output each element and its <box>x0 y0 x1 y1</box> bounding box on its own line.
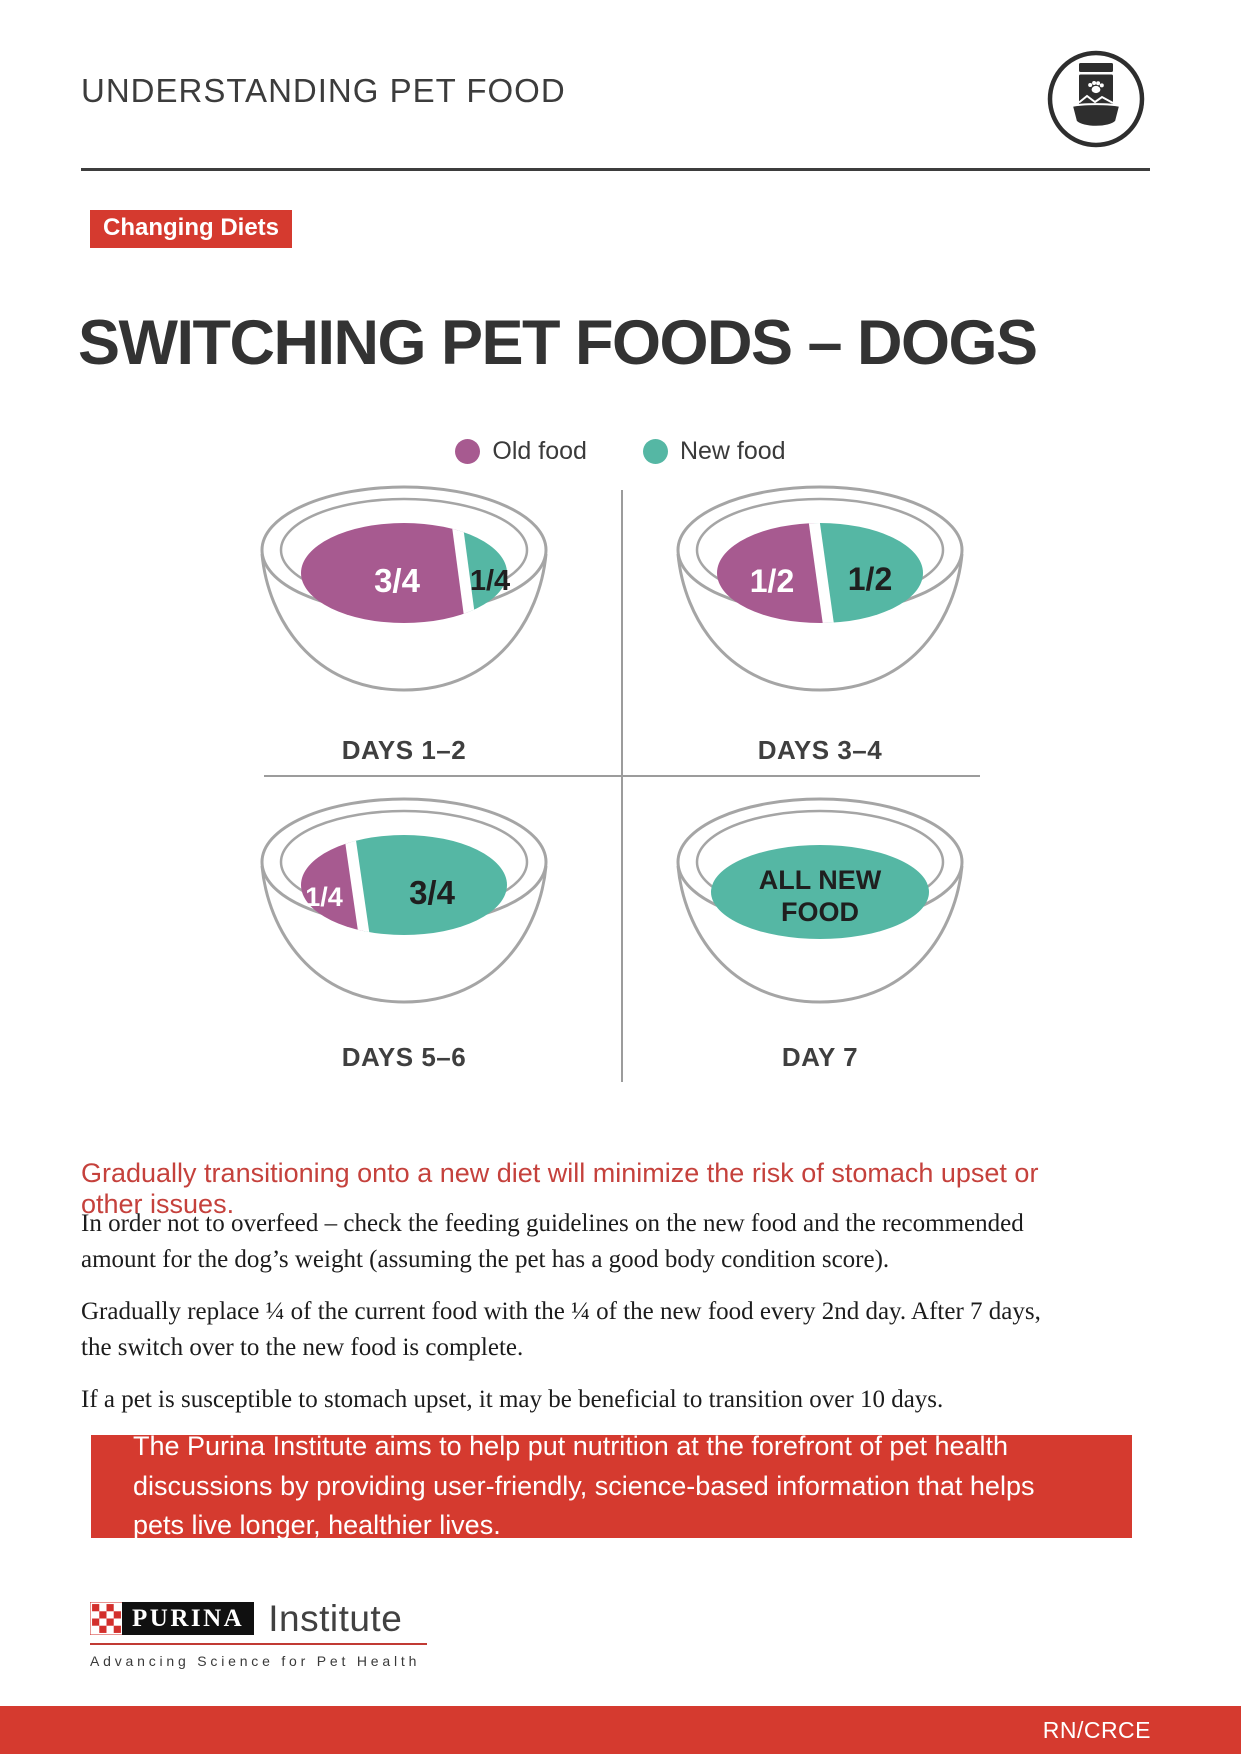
section-badge: Changing Diets <box>90 210 293 248</box>
day-label-3-4: DAYS 3–4 <box>757 735 883 765</box>
bowl-days-3-4: 1/2 1/2 <box>674 480 966 712</box>
all-new-food-label-line1: ALL NEW <box>759 865 882 895</box>
day-label-1-2: DAYS 1–2 <box>341 735 467 765</box>
fraction-new-1: 1/4 <box>470 565 510 597</box>
new-food-dot-icon <box>642 439 668 464</box>
legend-new-label: New food <box>679 437 786 465</box>
bowl-days-1-2: 3/4 1/4 <box>258 480 550 712</box>
callout-text: The Purina Institute aims to help put nu… <box>133 1430 1035 1541</box>
header-divider <box>81 168 1150 171</box>
footer-bar: RN/CRCE <box>0 1706 1241 1754</box>
legend-item-old-food: Old food <box>455 437 587 466</box>
bowl-days-5-6: 1/4 3/4 <box>258 792 550 1024</box>
footer-code: RN/CRCE <box>1042 1716 1151 1743</box>
page-title: SWITCHING PET FOODS – DOGS <box>78 308 1038 378</box>
all-new-food-label-line2: FOOD <box>781 897 859 927</box>
page-header-title: UNDERSTANDING PET FOOD <box>81 72 566 109</box>
logo-tagline: Advancing Science for Pet Health <box>90 1653 421 1669</box>
purina-wordmark: PURINA <box>122 1602 255 1635</box>
day-label-7: DAY 7 <box>781 1042 859 1072</box>
bowl-day-7: ALL NEW FOOD <box>674 792 966 1024</box>
purina-checkerboard-icon <box>89 1601 124 1636</box>
paragraph-overfeed: In order not to overfeed – check the fee… <box>81 1210 1024 1273</box>
legend-old-label: Old food <box>492 437 587 465</box>
lead-sentence: Gradually transitioning onto a new diet … <box>81 1158 1039 1219</box>
grid-divider-vertical <box>621 490 623 1082</box>
purina-institute-logo: PURINA Institute Advancing Science for P… <box>89 1598 427 1669</box>
day-label-5-6: DAYS 5–6 <box>341 1042 467 1072</box>
old-food-dot-icon <box>455 439 481 464</box>
body-text: In order not to overfeed – check the fee… <box>81 1206 1049 1435</box>
legend-item-new-food: New food <box>642 437 786 466</box>
institute-wordmark: Institute <box>268 1597 403 1639</box>
legend: Old food New food <box>0 437 1241 466</box>
fraction-old-3: 1/4 <box>305 882 343 912</box>
fraction-old-1: 3/4 <box>374 562 421 599</box>
fraction-new-3: 3/4 <box>409 874 456 911</box>
paragraph-replace-quarter: Gradually replace ¼ of the current food … <box>81 1298 1041 1361</box>
purina-institute-callout: The Purina Institute aims to help put nu… <box>91 1431 1132 1540</box>
grid-divider-horizontal <box>264 775 980 777</box>
logo-divider <box>90 1643 427 1645</box>
pet-food-bag-bowl-icon <box>1046 49 1146 149</box>
fraction-old-2: 1/2 <box>750 563 794 599</box>
paragraph-stomach-upset: If a pet is susceptible to stomach upset… <box>81 1386 944 1413</box>
fraction-new-2: 1/2 <box>848 561 892 597</box>
